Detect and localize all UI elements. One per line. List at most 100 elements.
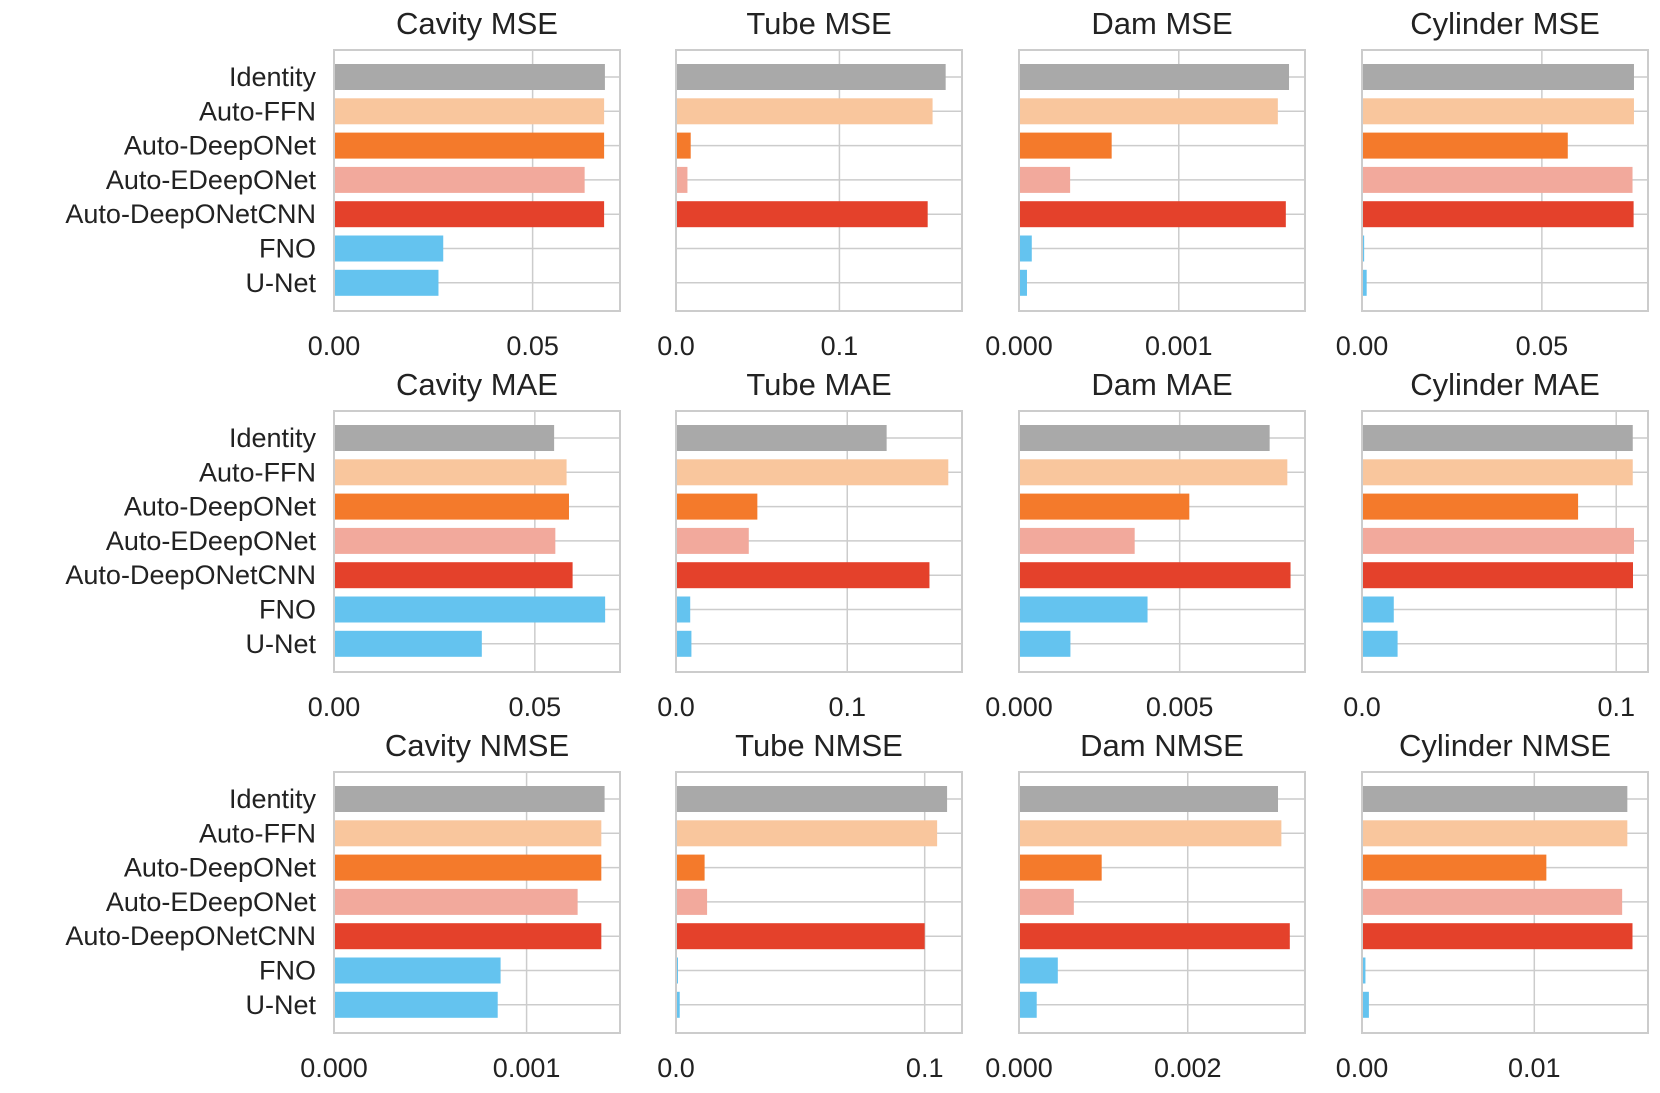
- bar-auto-deeponetcnn: [1019, 923, 1290, 950]
- x-tick-label: 0.0: [657, 331, 695, 361]
- bar-u-net: [676, 991, 680, 1018]
- bar-identity: [1362, 64, 1634, 90]
- x-tick-label: 0.00: [308, 692, 361, 722]
- bar-fno: [334, 235, 444, 262]
- bar-auto-deeponet: [676, 854, 705, 881]
- panel-title: Tube MSE: [746, 6, 891, 41]
- bar-auto-deeponet: [1019, 493, 1190, 520]
- panel-tube-nmse: Tube NMSE 0.0 0.1: [657, 728, 963, 1083]
- panel-cylinder-mae: Cylinder MAE 0.0 0.1: [1343, 367, 1649, 722]
- bar-auto-edeeponet: [1019, 888, 1074, 915]
- category-label: U-Net: [245, 268, 316, 298]
- bar-fno: [1362, 957, 1366, 984]
- category-label: Identity: [229, 423, 317, 453]
- bar-identity: [1362, 786, 1628, 812]
- category-label: FNO: [259, 956, 316, 986]
- bar-fno: [1362, 596, 1394, 623]
- panel-title: Cavity NMSE: [385, 728, 569, 763]
- x-tick-label: 0.01: [1508, 1053, 1561, 1083]
- category-label: Auto-DeepONet: [124, 492, 317, 522]
- plot-frame: [1361, 771, 1649, 1034]
- category-label: Auto-DeepONetCNN: [65, 921, 316, 951]
- x-tick-label: 0.000: [985, 1053, 1053, 1083]
- panel-cavity-nmse: Cavity NMSE 0.000 0.001 Identity Auto-FFN Aut…: [65, 728, 621, 1083]
- bar-auto-deeponet: [676, 493, 758, 520]
- category-label: Auto-FFN: [199, 818, 316, 848]
- category-label: Auto-DeepONetCNN: [65, 560, 316, 590]
- x-tick-label: 0.00: [1336, 331, 1389, 361]
- bar-fno: [1019, 957, 1058, 984]
- plot-frame: [1018, 49, 1306, 312]
- category-label: Auto-DeepONet: [124, 853, 317, 883]
- panel-tube-mae: Tube MAE 0.0 0.1: [657, 367, 963, 722]
- bar-auto-ffn: [676, 459, 949, 486]
- category-label: FNO: [259, 595, 316, 625]
- bar-u-net: [676, 630, 692, 657]
- bar-auto-deeponet: [1362, 854, 1547, 881]
- x-tick-label: 0.000: [300, 1053, 368, 1083]
- x-tick-label: 0.001: [493, 1053, 561, 1083]
- bar-u-net: [1362, 630, 1398, 657]
- plot-frame: [675, 410, 963, 673]
- bar-auto-deeponet: [1362, 132, 1568, 159]
- bar-auto-edeeponet: [676, 888, 708, 915]
- bar-auto-deeponet: [1019, 854, 1102, 881]
- category-label: FNO: [259, 234, 316, 264]
- x-tick-label: 0.005: [1146, 692, 1214, 722]
- bar-auto-edeeponet: [1019, 527, 1135, 554]
- bar-auto-deeponetcnn: [334, 923, 602, 950]
- category-label: Identity: [229, 784, 317, 814]
- bar-auto-ffn: [1362, 98, 1634, 125]
- panel-title: Cavity MAE: [396, 367, 558, 402]
- bar-u-net: [334, 630, 482, 657]
- bar-auto-deeponetcnn: [1362, 562, 1634, 589]
- bar-identity: [1019, 64, 1290, 90]
- x-tick-label: 0.1: [906, 1053, 944, 1083]
- bar-auto-deeponet: [1362, 493, 1579, 520]
- panel-title: Dam NMSE: [1080, 728, 1244, 763]
- plot-frame: [675, 771, 963, 1034]
- panel-title: Tube MAE: [746, 367, 891, 402]
- bar-auto-deeponetcnn: [334, 201, 605, 228]
- bar-auto-edeeponet: [334, 166, 585, 193]
- bar-identity: [334, 786, 605, 812]
- plot-frame: [333, 49, 621, 312]
- bar-auto-ffn: [1019, 98, 1278, 125]
- bar-auto-deeponet: [334, 493, 569, 520]
- bar-fno: [1362, 235, 1365, 262]
- bar-fno: [334, 596, 606, 623]
- x-tick-label: 0.000: [985, 331, 1053, 361]
- bar-identity: [676, 425, 887, 451]
- category-label: Auto-FFN: [199, 96, 316, 126]
- panel-tube-mse: Tube MSE 0.0 0.1: [657, 6, 963, 361]
- bar-identity: [334, 425, 555, 451]
- bar-u-net: [1362, 269, 1367, 296]
- bar-auto-edeeponet: [1362, 888, 1623, 915]
- bar-auto-deeponetcnn: [676, 562, 930, 589]
- panel-cavity-mse: Cavity MSE 0.00 0.05 Identity Auto-FFN Auto-D…: [65, 6, 621, 361]
- bar-fno: [676, 596, 691, 623]
- bar-auto-deeponet: [334, 132, 605, 159]
- bar-identity: [334, 64, 605, 90]
- bar-auto-edeeponet: [1362, 527, 1635, 554]
- bar-auto-deeponetcnn: [676, 923, 925, 950]
- plot-frame: [1361, 49, 1649, 312]
- bar-auto-deeponetcnn: [676, 201, 928, 228]
- bar-auto-ffn: [676, 98, 933, 125]
- plot-frame: [1018, 410, 1306, 673]
- bar-u-net: [1362, 991, 1369, 1018]
- bar-auto-ffn: [1362, 459, 1633, 486]
- x-tick-label: 0.1: [828, 692, 866, 722]
- x-tick-label: 0.00: [1336, 1053, 1389, 1083]
- category-label: Auto-EDeepONet: [106, 887, 317, 917]
- bar-auto-edeeponet: [676, 166, 688, 193]
- category-label: Auto-EDeepONet: [106, 165, 317, 195]
- x-tick-label: 0.1: [1597, 692, 1635, 722]
- x-tick-label: 0.1: [821, 331, 859, 361]
- panel-title: Cylinder MAE: [1410, 367, 1600, 402]
- bar-auto-ffn: [676, 820, 938, 847]
- bar-auto-deeponet: [676, 132, 691, 159]
- x-tick-label: 0.05: [1516, 331, 1569, 361]
- panel-cylinder-nmse: Cylinder NMSE 0.00 0.01: [1336, 728, 1649, 1083]
- x-tick-label: 0.05: [506, 331, 559, 361]
